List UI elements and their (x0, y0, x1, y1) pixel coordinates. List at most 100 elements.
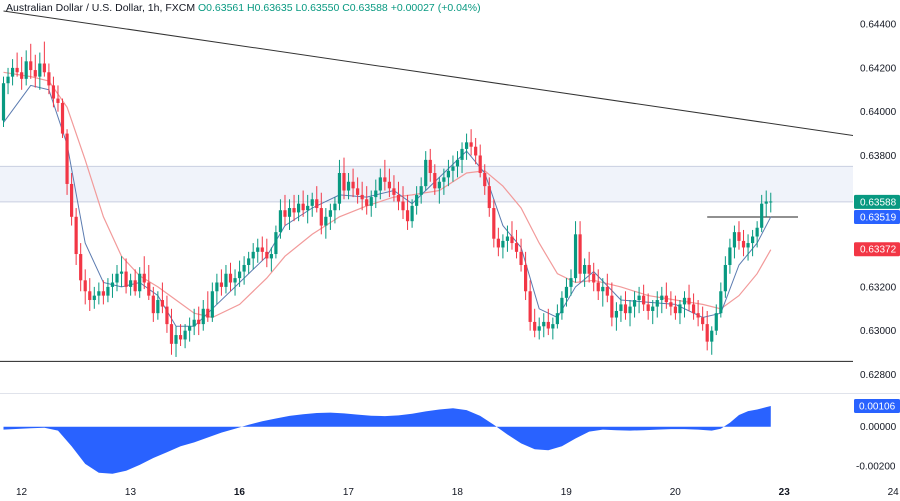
candle-body (247, 258, 251, 265)
candle-body (183, 330, 187, 340)
candle-body (51, 85, 56, 99)
candle-body (265, 251, 269, 259)
candle-body (682, 297, 687, 305)
candle-body (487, 186, 491, 209)
candle-body (92, 295, 96, 301)
candle-body (74, 216, 78, 255)
candle-body (519, 251, 523, 265)
candle-body (651, 306, 655, 311)
candle-body (746, 243, 750, 248)
candle-body (396, 194, 401, 202)
candle-body (356, 188, 360, 195)
candle-body (20, 72, 24, 79)
candle-body (292, 208, 296, 213)
candle-body (442, 177, 446, 182)
candle-body (496, 238, 500, 248)
candle-body (101, 291, 105, 296)
candle-body (492, 208, 496, 239)
price-tick-label: 0.64200 (860, 63, 897, 74)
candle-body (660, 295, 664, 301)
time-tick-label: 23 (779, 487, 791, 498)
candle-body (24, 61, 28, 79)
price-pane (0, 10, 853, 362)
candle-body (219, 282, 224, 287)
candle-body (1, 83, 6, 121)
time-tick-label: 12 (16, 487, 28, 498)
price-badge (854, 210, 900, 225)
price-badge-label: 0.63372 (860, 245, 897, 256)
candle-body (269, 254, 273, 259)
candle-body (319, 208, 323, 226)
candle-body (587, 264, 591, 274)
candle-body (555, 313, 559, 325)
candle-body (673, 306, 678, 314)
candle-body (10, 67, 15, 77)
oscillator-area (3, 406, 771, 474)
candle-body (546, 321, 550, 329)
candle-body (392, 188, 396, 195)
candle-body (119, 271, 124, 274)
candle-body (38, 63, 42, 77)
candle-body (642, 295, 646, 305)
candle-body (583, 264, 587, 274)
candle-body (614, 310, 618, 318)
candle-body (505, 236, 510, 241)
symbol-title: Australian Dollar / U.S. Dollar, 1h, FXC… (6, 2, 196, 14)
fast-ma-line (3, 84, 772, 327)
candle-body (228, 273, 233, 283)
candle-body (628, 306, 632, 314)
candle-body (610, 295, 614, 318)
candle-body (560, 297, 564, 314)
high-value: H0.63635 (247, 2, 293, 14)
candle-body (156, 300, 160, 314)
candle-body (737, 232, 741, 241)
candle-body (110, 282, 115, 287)
candle-body (664, 295, 668, 303)
time-tick-label: 16 (234, 487, 246, 498)
candle-body (374, 190, 378, 198)
candle-body (533, 321, 537, 331)
candle-body (251, 251, 255, 259)
candle-body (524, 264, 528, 292)
candle-body (115, 273, 119, 283)
price-tick-label: 0.64400 (860, 20, 897, 31)
candle-body (138, 273, 142, 292)
candle-body (65, 133, 69, 184)
candle-body (401, 201, 405, 211)
candle-body (351, 181, 355, 189)
candle-body (310, 199, 314, 206)
candle-body (510, 236, 514, 244)
time-tick-label: 20 (670, 487, 682, 498)
oscillator-tick-label: 0.00000 (860, 422, 897, 433)
candle-body (710, 330, 714, 342)
candle-body (578, 234, 582, 274)
candle-body (433, 173, 437, 189)
candle-body (169, 324, 174, 344)
candle-body (342, 173, 346, 191)
candle-body (760, 203, 764, 228)
candle-body (60, 102, 65, 134)
time-tick-label: 17 (343, 487, 355, 498)
candle-body (6, 76, 10, 84)
candle-body (678, 304, 682, 314)
candle-body (573, 234, 578, 279)
price-badge-label: 0.63588 (860, 197, 897, 208)
change-value: +0.00027 (+0.04%) (390, 2, 481, 14)
candle-body (501, 240, 505, 248)
time-tick-label: 18 (452, 487, 464, 498)
candle-body (460, 148, 464, 160)
candle-body (405, 210, 410, 222)
candle-body (451, 166, 455, 171)
candle-body (655, 300, 659, 307)
candle-body (192, 319, 196, 327)
candle-body (428, 159, 432, 174)
candle-body (691, 304, 696, 314)
candle-body (723, 264, 727, 292)
chart-header: Australian Dollar / U.S. Dollar, 1h, FXC… (6, 2, 481, 14)
candle-body (542, 321, 546, 327)
time-tick-label: 13 (125, 487, 137, 498)
candle-body (256, 247, 260, 252)
candle-body (29, 61, 33, 71)
candle-body (696, 313, 700, 318)
